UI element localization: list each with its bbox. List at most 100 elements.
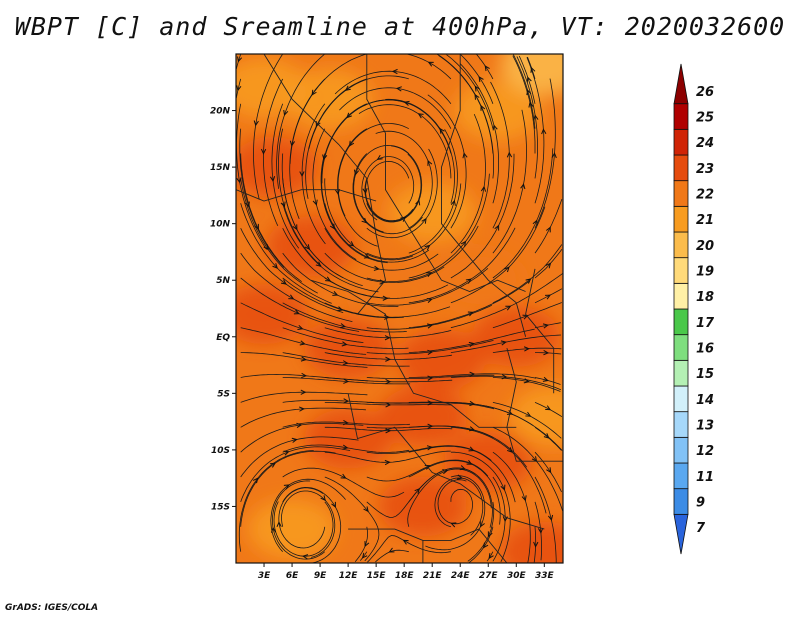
lon-tick-label: 6E: [286, 571, 299, 581]
wbpt-zone: [378, 385, 467, 446]
streamline-arrow: [450, 199, 456, 206]
border-line: [236, 189, 377, 202]
border-line: [263, 54, 386, 315]
streamline-arrow: [263, 244, 269, 251]
streamline-arrow: [506, 151, 513, 158]
streamline-arrow: [280, 201, 286, 208]
streamline-arrow: [403, 100, 410, 106]
wbpt-zone: [388, 182, 477, 243]
streamline: [534, 501, 542, 561]
border-line: [525, 268, 555, 394]
lat-tick-label: 20N: [210, 107, 231, 117]
streamline-arrow: [293, 309, 300, 315]
streamline-arrow: [299, 171, 305, 178]
wbpt-zone: [500, 521, 563, 563]
colorbar-segment: [673, 488, 689, 515]
streamlines: [236, 54, 563, 563]
wbpt-zone: [509, 385, 563, 446]
streamline: [282, 444, 410, 453]
colorbar-segment: [673, 180, 689, 207]
streamline: [492, 402, 562, 439]
streamline: [282, 327, 409, 349]
streamline-arrow: [322, 154, 328, 161]
streamline-arrow: [492, 124, 498, 131]
streamline: [281, 490, 336, 558]
streamline-arrow: [388, 547, 395, 553]
streamline-arrow: [339, 323, 347, 329]
streamline-arrow: [546, 467, 552, 474]
streamline: [408, 467, 493, 528]
colorbar-label: 7: [696, 521, 706, 536]
streamline: [236, 103, 267, 250]
streamline: [450, 273, 563, 329]
streamline: [240, 422, 364, 453]
streamline-arrow: [526, 89, 532, 96]
lat-tick-label: 15N: [210, 163, 231, 173]
streamline: [276, 54, 326, 189]
colorbar-label: 18: [696, 290, 714, 305]
streamline: [450, 206, 546, 304]
streamline-arrow: [439, 127, 445, 134]
streamline-arrow: [346, 112, 352, 119]
lon-tick-label: 12E: [339, 571, 359, 581]
streamline-arrow: [376, 154, 383, 161]
streamline: [240, 277, 360, 332]
streamline-arrow: [363, 506, 369, 513]
streamline: [364, 153, 422, 222]
streamline-arrow: [521, 495, 527, 502]
streamline-arrow: [504, 266, 510, 273]
streamline: [271, 103, 300, 249]
lon-tick-label: 18E: [395, 571, 415, 581]
streamline-arrow: [252, 477, 259, 484]
streamline-arrow: [500, 484, 506, 491]
streamline: [324, 476, 380, 562]
colorbar-label: 20: [696, 239, 714, 254]
streamline-arrow: [304, 244, 311, 251]
streamline-arrow: [362, 188, 368, 195]
streamline-arrow: [545, 262, 552, 269]
streamline: [534, 476, 557, 563]
streamline-arrow: [488, 553, 494, 560]
streamline-arrow: [530, 66, 536, 73]
streamline-arrow: [426, 297, 433, 303]
map-frame: [235, 53, 564, 564]
streamline-arrow: [551, 152, 557, 159]
streamline: [324, 426, 453, 432]
streamline: [305, 78, 367, 199]
streamline-arrow: [545, 405, 552, 411]
wbpt-shading: [236, 54, 563, 563]
streamline-arrow: [525, 278, 532, 284]
streamline-arrow: [542, 323, 550, 329]
streamline-arrow: [541, 128, 547, 135]
streamline: [240, 450, 336, 527]
streamline-arrow: [533, 114, 539, 121]
streamline-arrow: [417, 113, 424, 119]
lon-tick-label: 24E: [451, 571, 471, 581]
streamline-arrow: [342, 444, 349, 450]
streamline-arrow: [288, 294, 295, 300]
streamline: [407, 468, 492, 527]
streamline-arrow: [474, 85, 480, 92]
streamline-arrow: [546, 226, 551, 233]
streamline-arrow: [415, 199, 421, 206]
streamline: [240, 407, 366, 428]
streamline: [301, 103, 326, 245]
colorbar-label: 21: [696, 213, 714, 228]
streamline: [492, 476, 506, 562]
colorbar-label: 19: [696, 265, 714, 280]
streamline: [278, 487, 326, 549]
streamline-arrow: [522, 314, 529, 320]
streamline-arrow: [344, 85, 351, 91]
lat-tick-label: EQ: [216, 333, 230, 343]
lon-tick-label: 9E: [314, 571, 327, 581]
colorbar-label: 24: [696, 136, 714, 151]
streamline-arrow: [459, 465, 466, 471]
streamline: [236, 78, 242, 99]
lat-tick-label: 5N: [216, 276, 230, 286]
streamline-arrow: [542, 376, 549, 382]
colorbar-label: 22: [696, 188, 714, 203]
lon-tick-label: 3E: [258, 571, 271, 581]
streamline-arrow: [348, 140, 355, 147]
wbpt-zone: [500, 54, 563, 96]
